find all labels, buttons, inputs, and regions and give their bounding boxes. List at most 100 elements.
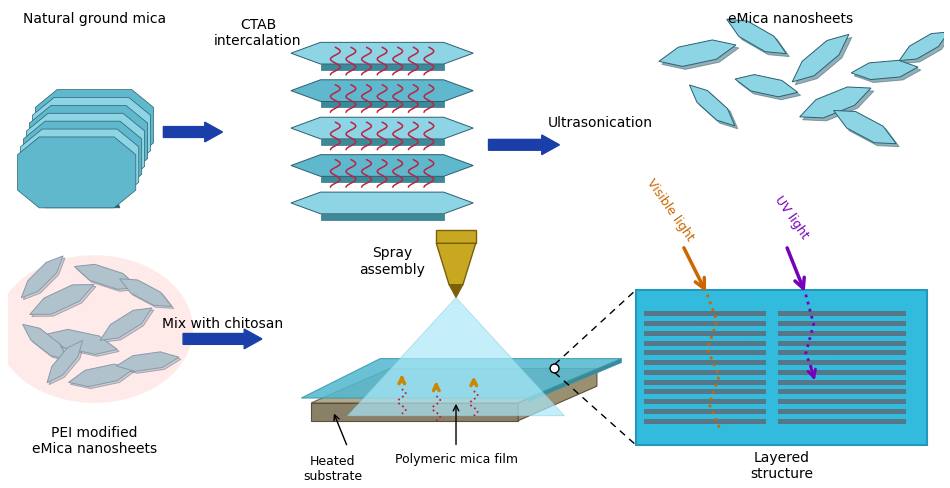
- Polygon shape: [644, 331, 767, 336]
- FancyArrow shape: [183, 329, 262, 349]
- Text: Visible light: Visible light: [644, 176, 696, 243]
- Text: Spray
assembly: Spray assembly: [359, 246, 425, 276]
- Polygon shape: [100, 308, 152, 341]
- Polygon shape: [902, 36, 950, 64]
- Text: Ultrasonication: Ultrasonication: [547, 116, 653, 130]
- Text: CTAB
intercalation: CTAB intercalation: [214, 18, 302, 48]
- Polygon shape: [730, 23, 789, 58]
- Polygon shape: [644, 389, 767, 394]
- Polygon shape: [119, 354, 180, 373]
- Polygon shape: [70, 366, 136, 389]
- Polygon shape: [25, 326, 69, 362]
- Polygon shape: [644, 399, 767, 404]
- Polygon shape: [27, 114, 144, 185]
- Polygon shape: [738, 79, 801, 101]
- Polygon shape: [320, 65, 444, 71]
- Polygon shape: [291, 81, 473, 102]
- Polygon shape: [54, 169, 132, 177]
- Text: UV light: UV light: [771, 193, 810, 241]
- Polygon shape: [301, 359, 621, 398]
- Polygon shape: [644, 322, 767, 326]
- Polygon shape: [851, 61, 918, 81]
- Polygon shape: [291, 118, 473, 140]
- Polygon shape: [837, 114, 899, 147]
- Polygon shape: [644, 351, 767, 356]
- Polygon shape: [29, 285, 94, 315]
- Polygon shape: [644, 419, 767, 424]
- Polygon shape: [32, 98, 151, 169]
- Polygon shape: [778, 399, 905, 404]
- Text: eMica nanosheets: eMica nanosheets: [729, 12, 853, 26]
- Polygon shape: [436, 230, 476, 244]
- Polygon shape: [436, 244, 476, 285]
- Polygon shape: [348, 298, 564, 416]
- Polygon shape: [803, 91, 874, 122]
- Polygon shape: [48, 341, 83, 383]
- Polygon shape: [29, 106, 147, 177]
- FancyArrow shape: [163, 123, 222, 142]
- Polygon shape: [17, 138, 136, 208]
- Polygon shape: [23, 325, 67, 360]
- Polygon shape: [778, 389, 905, 394]
- Polygon shape: [320, 102, 444, 108]
- Polygon shape: [735, 76, 798, 98]
- Polygon shape: [74, 265, 138, 290]
- Polygon shape: [291, 155, 473, 177]
- FancyArrow shape: [488, 136, 560, 155]
- Polygon shape: [644, 361, 767, 366]
- Polygon shape: [690, 86, 735, 126]
- Polygon shape: [76, 267, 140, 292]
- Circle shape: [550, 364, 559, 373]
- Polygon shape: [320, 214, 444, 220]
- Polygon shape: [449, 285, 463, 298]
- Polygon shape: [117, 352, 179, 371]
- Text: Heated
substrate: Heated substrate: [303, 454, 362, 482]
- Polygon shape: [644, 380, 767, 385]
- Polygon shape: [42, 201, 120, 208]
- Polygon shape: [48, 332, 120, 357]
- Polygon shape: [122, 281, 174, 309]
- Polygon shape: [778, 341, 905, 346]
- Polygon shape: [291, 193, 473, 214]
- Polygon shape: [31, 287, 96, 317]
- Polygon shape: [778, 409, 905, 414]
- Polygon shape: [320, 140, 444, 145]
- Polygon shape: [518, 369, 597, 421]
- Polygon shape: [102, 310, 154, 343]
- Polygon shape: [778, 361, 905, 366]
- Polygon shape: [312, 369, 597, 403]
- Polygon shape: [800, 88, 871, 119]
- Polygon shape: [528, 359, 621, 402]
- Polygon shape: [644, 341, 767, 346]
- Polygon shape: [312, 403, 518, 421]
- Text: PEI modified
eMica nanosheets: PEI modified eMica nanosheets: [32, 425, 157, 455]
- Text: Polymeric mica film: Polymeric mica film: [394, 452, 518, 465]
- Text: Natural ground mica: Natural ground mica: [23, 12, 166, 26]
- Polygon shape: [778, 331, 905, 336]
- Polygon shape: [46, 330, 117, 355]
- Text: Mix with chitosan: Mix with chitosan: [162, 317, 283, 330]
- Polygon shape: [644, 370, 767, 375]
- Polygon shape: [693, 89, 738, 129]
- Polygon shape: [795, 38, 852, 86]
- Ellipse shape: [0, 256, 193, 403]
- Polygon shape: [644, 312, 767, 317]
- Polygon shape: [636, 290, 927, 446]
- Polygon shape: [48, 185, 126, 193]
- Polygon shape: [778, 370, 905, 375]
- Polygon shape: [900, 33, 949, 61]
- Polygon shape: [291, 43, 473, 65]
- Polygon shape: [778, 380, 905, 385]
- Polygon shape: [49, 343, 85, 385]
- Polygon shape: [24, 122, 142, 193]
- Polygon shape: [778, 322, 905, 326]
- Polygon shape: [57, 161, 135, 169]
- Text: Layered
structure: Layered structure: [750, 450, 813, 481]
- Polygon shape: [51, 177, 129, 185]
- Polygon shape: [727, 20, 787, 55]
- Polygon shape: [792, 35, 849, 82]
- Polygon shape: [778, 419, 905, 424]
- Polygon shape: [21, 130, 139, 201]
- Polygon shape: [659, 41, 736, 67]
- Polygon shape: [320, 177, 444, 183]
